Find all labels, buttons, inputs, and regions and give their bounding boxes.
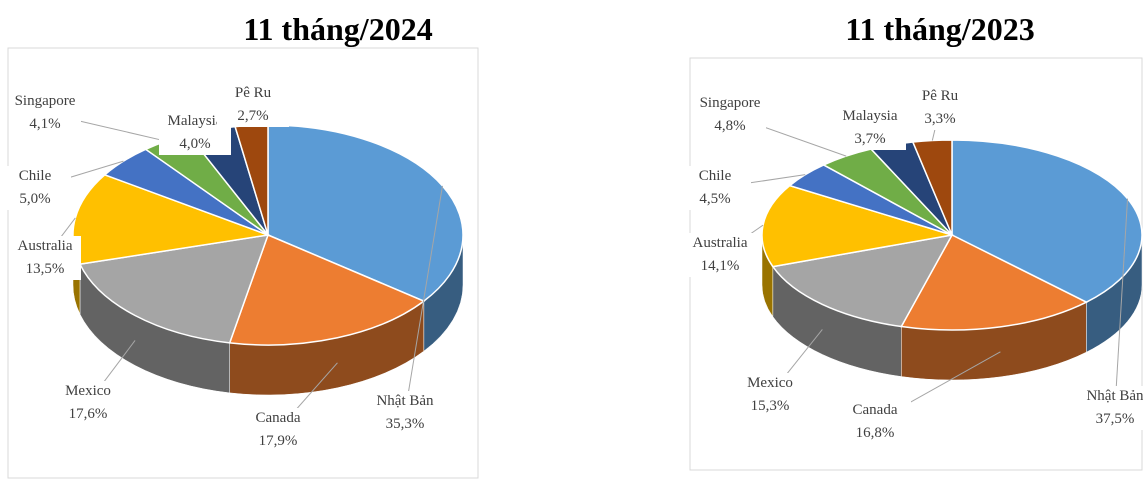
leader-line — [404, 185, 443, 414]
value-label: 3,3% — [924, 111, 955, 127]
label-bg — [684, 233, 756, 277]
label-bg — [679, 166, 751, 210]
value-label: 16,8% — [856, 425, 895, 441]
category-label: Malaysia — [843, 108, 898, 124]
label-bg — [734, 373, 806, 417]
category-label: Malaysia — [168, 113, 223, 129]
category-label: Pê Ru — [235, 85, 272, 101]
slice — [761, 184, 953, 268]
slice — [771, 233, 954, 328]
label-bg — [369, 391, 441, 435]
label-bg — [9, 236, 81, 280]
value-label: 4,5% — [699, 191, 730, 207]
label-bg — [217, 83, 289, 127]
slice — [911, 139, 953, 236]
label-bg — [0, 166, 71, 210]
value-label: 5,0% — [19, 191, 50, 207]
category-label: Nhật Bản — [1086, 388, 1143, 404]
value-label: 4,1% — [29, 116, 60, 132]
label-bg — [834, 106, 906, 150]
slice — [228, 233, 426, 346]
category-label: Mexico — [747, 375, 793, 391]
value-label: 15,3% — [751, 398, 790, 414]
category-label: Australia — [18, 238, 73, 254]
label-bg — [1079, 386, 1143, 430]
category-label: Canada — [853, 402, 898, 418]
value-label: 4,8% — [714, 118, 745, 134]
value-label: 17,9% — [259, 433, 298, 449]
leader-line — [1114, 198, 1129, 409]
chart-title: 11 tháng/2024 — [243, 11, 432, 47]
value-label: 37,5% — [1096, 411, 1135, 427]
category-label: Canada — [256, 410, 301, 426]
category-label: Nhật Bản — [376, 393, 434, 409]
category-label: Chile — [699, 168, 732, 184]
category-label: Pê Ru — [922, 88, 959, 104]
category-label: Singapore — [700, 95, 761, 111]
value-label: 17,6% — [69, 406, 108, 422]
value-label: 4,0% — [179, 136, 210, 152]
label-bg — [839, 400, 911, 444]
label-bg — [694, 93, 766, 137]
value-label: 2,7% — [237, 108, 268, 124]
category-label: Singapore — [15, 93, 76, 109]
label-bg — [52, 381, 124, 425]
label-bg — [242, 408, 314, 452]
chart-frame — [7, 47, 479, 479]
label-bg — [904, 86, 976, 130]
value-label: 3,7% — [854, 131, 885, 147]
category-label: Australia — [693, 235, 748, 251]
value-label: 35,3% — [386, 416, 425, 432]
chart-title: 11 tháng/2023 — [845, 11, 1034, 47]
value-label: 14,1% — [701, 258, 740, 274]
label-bg — [9, 91, 81, 135]
category-label: Mexico — [65, 383, 111, 399]
category-label: Chile — [19, 168, 52, 184]
slice — [900, 234, 1089, 331]
value-label: 13,5% — [26, 261, 65, 277]
slice — [78, 234, 270, 344]
